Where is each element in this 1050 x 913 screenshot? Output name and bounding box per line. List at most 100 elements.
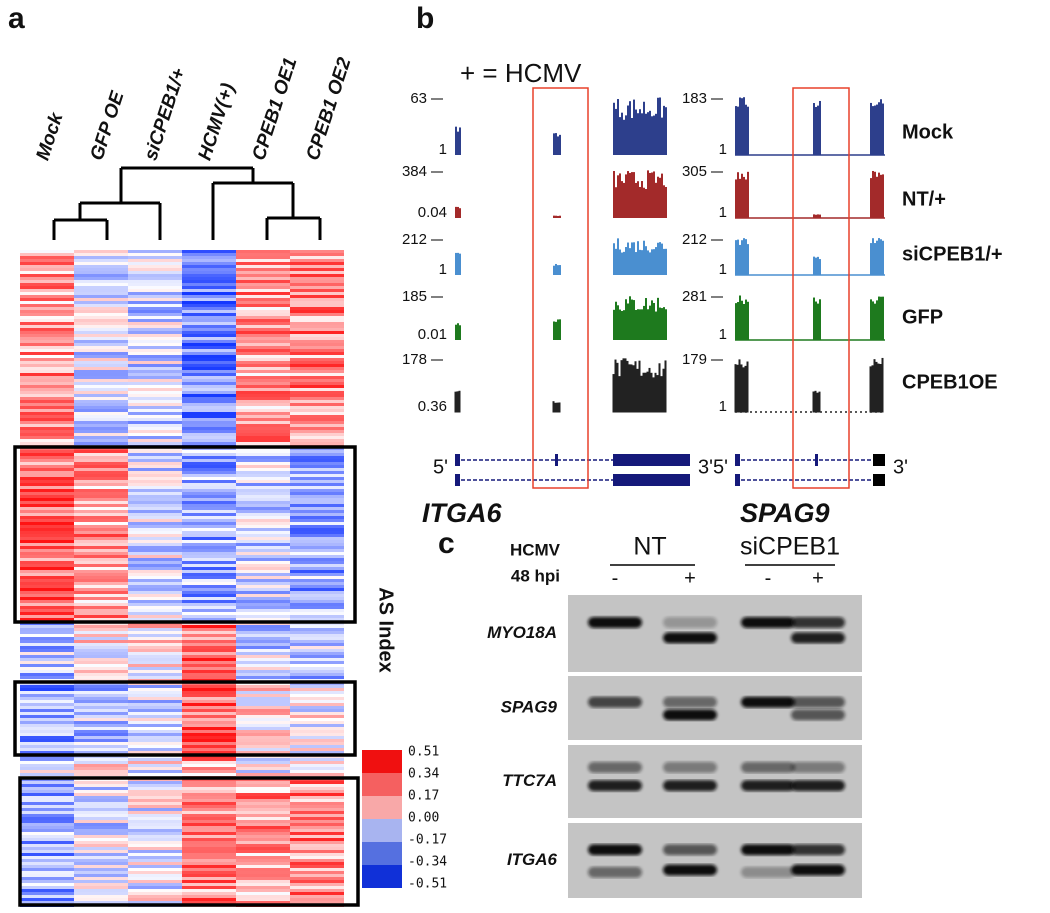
heatmap-cell [236, 703, 290, 706]
heatmap-cell [182, 691, 236, 694]
heatmap-cell [290, 358, 344, 361]
heatmap-cell [128, 292, 182, 295]
gene-name: ITGA6 [422, 498, 502, 528]
heatmap-cell [74, 549, 128, 552]
heatmap-cell [182, 865, 236, 868]
heatmap-cell [74, 697, 128, 700]
heatmap-cell [290, 805, 344, 808]
heatmap-cell [182, 892, 236, 895]
heatmap-cell [290, 489, 344, 492]
heatmap-cell [20, 844, 74, 847]
heatmap-cell [128, 853, 182, 856]
three-prime: 3' [893, 456, 908, 478]
heatmap-cell [182, 712, 236, 715]
heatmap-cell [128, 250, 182, 253]
heatmap-cell [128, 724, 182, 727]
heatmap-cell [128, 337, 182, 340]
coverage-bar [659, 97, 661, 155]
heatmap-cell [20, 271, 74, 274]
heatmap-cell [74, 480, 128, 483]
heatmap-cell [290, 733, 344, 736]
heatmap-cell [128, 516, 182, 519]
heatmap-cell [74, 618, 128, 621]
heatmap-cell [290, 283, 344, 286]
heatmap-cell [290, 382, 344, 385]
heatmap-cell [236, 770, 290, 773]
heatmap-cell [236, 718, 290, 721]
coverage-bar [459, 208, 461, 218]
heatmap-cell [20, 865, 74, 868]
heatmap-cell [182, 829, 236, 832]
heatmap-cell [20, 483, 74, 486]
heatmap-cell [182, 268, 236, 271]
heatmap-cell [74, 841, 128, 844]
coverage-bar [613, 309, 615, 340]
heatmap-cell [20, 516, 74, 519]
heatmap-cell [182, 802, 236, 805]
heatmap-cell [290, 379, 344, 382]
heatmap-cell [128, 409, 182, 412]
heatmap-cell [236, 483, 290, 486]
heatmap-cell [74, 346, 128, 349]
heatmap-cell [128, 331, 182, 334]
heatmap-cell [182, 600, 236, 603]
heatmap-cell [182, 612, 236, 615]
heatmap-cell [74, 853, 128, 856]
heatmap-cell [74, 274, 128, 277]
heatmap-cell [128, 703, 182, 706]
coverage-bar [880, 296, 882, 340]
heatmap-cell [20, 817, 74, 820]
heatmap-cell [290, 337, 344, 340]
heatmap-cell [290, 397, 344, 400]
heatmap-cell [290, 615, 344, 618]
heatmap-cell [74, 304, 128, 307]
coverage-bar [639, 109, 641, 155]
heatmap-cell [20, 784, 74, 787]
heatmap-cell [128, 742, 182, 745]
heatmap-cell [74, 823, 128, 826]
heatmap-cell [20, 892, 74, 895]
coverage-bar [876, 300, 878, 340]
three-prime: 3' [698, 456, 713, 478]
heatmap-cell [236, 862, 290, 865]
heatmap-cell [74, 427, 128, 430]
heatmap-cell [128, 886, 182, 889]
heatmap-cell [182, 658, 236, 661]
heatmap-cell [128, 603, 182, 606]
coverage-bar [649, 110, 651, 155]
heatmap-cell [128, 862, 182, 865]
heatmap-cell [182, 835, 236, 838]
group-label: NT [633, 533, 666, 561]
heatmap-cell [290, 385, 344, 388]
heatmap-cell [20, 751, 74, 754]
heatmap-cell [128, 259, 182, 262]
heatmap-cell [236, 376, 290, 379]
coverage-bar [874, 171, 876, 218]
heatmap-cell [74, 715, 128, 718]
coverage-bar [643, 305, 645, 340]
coverage-bar [635, 109, 637, 155]
heatmap-cell [182, 901, 236, 904]
heatmap-cell [74, 808, 128, 811]
heatmap-cell [74, 889, 128, 892]
coverage-bar [643, 187, 645, 218]
heatmap-cell [236, 606, 290, 609]
heatmap-cell [182, 331, 236, 334]
heatmap-cell [290, 352, 344, 355]
coverage-bar [619, 249, 621, 275]
heatmap-cell [236, 468, 290, 471]
coverage-bar [739, 178, 741, 218]
heatmap-cell [290, 588, 344, 591]
heatmap-cell [128, 652, 182, 655]
heatmap-cell [290, 724, 344, 727]
band [588, 616, 642, 628]
heatmap-cell [20, 265, 74, 268]
heatmap-cell [20, 652, 74, 655]
heatmap-cell [74, 606, 128, 609]
heatmap-cell [182, 277, 236, 280]
heatmap-cell [236, 634, 290, 637]
heatmap-cell [20, 724, 74, 727]
panel-label: c [438, 527, 455, 560]
heatmap-cell [74, 409, 128, 412]
heatmap-cell [74, 292, 128, 295]
